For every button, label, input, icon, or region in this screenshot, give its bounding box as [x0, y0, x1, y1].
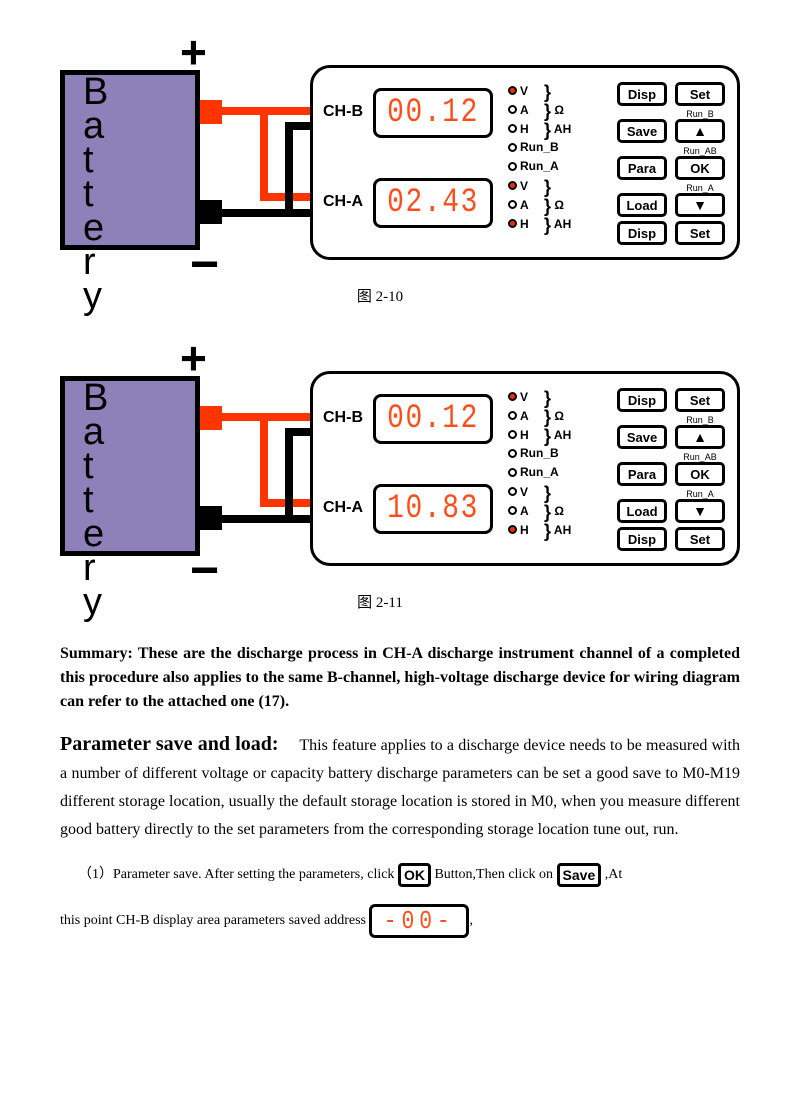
cap-run-a: Run_A [675, 490, 725, 499]
step-1-line2: this point CH-B display area parameters … [60, 904, 740, 938]
param-intro: This feature applies to a discharge devi… [299, 737, 565, 754]
disp-button-bot[interactable]: Disp [617, 527, 667, 551]
figure-2-11: Battery + − CH-B 00.12 CH-A 10.83 V} A} … [60, 336, 740, 586]
cap-run-b: Run_B [675, 110, 725, 119]
polarity-plus: + [180, 331, 207, 385]
led-b-h [508, 430, 517, 439]
led-b-v [508, 86, 517, 95]
led-run-a [508, 162, 517, 171]
polarity-minus: − [190, 235, 219, 293]
led-a-h [508, 219, 517, 228]
ch-b-label: CH-B [323, 409, 363, 427]
load-button[interactable]: Load [617, 193, 667, 217]
wire-neg-v [285, 122, 293, 217]
led-b-a [508, 105, 517, 114]
led-b-v [508, 392, 517, 401]
led-a-a [508, 200, 517, 209]
battery-block: Battery [60, 70, 200, 250]
led-a-h [508, 525, 517, 534]
led-run-a [508, 468, 517, 477]
wire-neg-v [285, 428, 293, 523]
terminal-neg [200, 506, 222, 530]
cap-run-ab: Run_AB [675, 453, 725, 462]
button-grid: Disp Set Run_B Save Run_AB Para OK Run_A… [607, 388, 725, 555]
led-run-b [508, 143, 517, 152]
ch-b-label: CH-B [323, 103, 363, 121]
cap-run-ab: Run_AB [675, 147, 725, 156]
polarity-plus: + [180, 25, 207, 79]
wire-neg [222, 515, 312, 523]
para-button[interactable]: Para [617, 156, 667, 180]
lcd-ch-a-value: 10.83 [387, 490, 479, 528]
ch-a-label: CH-A [323, 499, 363, 517]
figure-2-10: Battery + − CH-B 00.12 CH-A 02.43 V} A} … [60, 30, 740, 280]
battery-label: Battery [83, 381, 108, 619]
battery-block: Battery [60, 376, 200, 556]
inline-lcd-address: -00- [369, 904, 469, 938]
lcd-ch-a: 10.83 [373, 484, 493, 534]
down-button[interactable] [675, 499, 725, 523]
device-panel: CH-B 00.12 CH-A 10.83 V} A} Ω H} AH Run_… [310, 371, 740, 566]
device-panel: CH-B 00.12 CH-A 02.43 V} A} Ω H} AH Run_… [310, 65, 740, 260]
led-b-h [508, 124, 517, 133]
up-button[interactable] [675, 119, 725, 143]
led-b-a [508, 411, 517, 420]
set-button-top[interactable]: Set [675, 82, 725, 106]
inline-lcd-address-value: -00- [384, 906, 455, 936]
step1-mid1: Button,Then click on [434, 867, 553, 882]
set-button-top[interactable]: Set [675, 388, 725, 412]
inline-save-button[interactable]: Save [557, 863, 602, 887]
para-button[interactable]: Para [617, 462, 667, 486]
wire-neg-h [285, 122, 312, 130]
up-button[interactable] [675, 425, 725, 449]
disp-button-top[interactable]: Disp [617, 82, 667, 106]
led-a-v [508, 181, 517, 190]
wire-pos-branch-v [260, 419, 268, 507]
terminal-pos [200, 100, 222, 124]
save-button[interactable]: Save [617, 119, 667, 143]
led-column: V} A} Ω H} AH Run_B Run_A V} A} Ω H} AH [508, 83, 590, 235]
terminal-pos [200, 406, 222, 430]
led-column: V} A} Ω H} AH Run_B Run_A V} A} Ω H} AH [508, 389, 590, 541]
led-a-a [508, 506, 517, 515]
figure-2-10-caption: 图 2-10 [280, 285, 480, 306]
set-button-bot[interactable]: Set [675, 221, 725, 245]
load-button[interactable]: Load [617, 499, 667, 523]
led-a-v [508, 487, 517, 496]
lcd-ch-a: 02.43 [373, 178, 493, 228]
cap-run-a: Run_A [675, 184, 725, 193]
lcd-ch-b: 00.12 [373, 394, 493, 444]
step1-mid2: ,At [605, 867, 623, 882]
figure-2-11-caption: 图 2-11 [280, 591, 480, 612]
battery-label: Battery [83, 75, 108, 313]
step1-line2-post: , [469, 913, 473, 928]
set-button-bot[interactable]: Set [675, 527, 725, 551]
summary-paragraph: Summary: These are the discharge process… [60, 642, 740, 714]
wire-neg-h [285, 428, 312, 436]
polarity-minus: − [190, 541, 219, 599]
cap-run-b: Run_B [675, 416, 725, 425]
step1-line2-pre: this point CH-B display area parameters … [60, 913, 366, 928]
param-heading: Parameter save and load: [60, 733, 279, 755]
led-run-b [508, 449, 517, 458]
save-button[interactable]: Save [617, 425, 667, 449]
disp-button-bot[interactable]: Disp [617, 221, 667, 245]
terminal-neg [200, 200, 222, 224]
lcd-ch-a-value: 02.43 [387, 184, 479, 222]
inline-ok-button[interactable]: OK [398, 863, 431, 887]
lcd-ch-b-value: 00.12 [387, 94, 479, 132]
down-button[interactable] [675, 193, 725, 217]
wire-neg [222, 209, 312, 217]
ch-a-label: CH-A [323, 193, 363, 211]
button-grid: Disp Set Run_B Save Run_AB Para OK Run_A… [607, 82, 725, 249]
step1-pre: （1）Parameter save. After setting the par… [78, 867, 394, 882]
wire-pos-branch-v [260, 113, 268, 201]
ok-button[interactable]: OK [675, 462, 725, 486]
ok-button[interactable]: OK [675, 156, 725, 180]
lcd-ch-b: 00.12 [373, 88, 493, 138]
param-paragraph: Parameter save and load: This feature ap… [60, 730, 740, 844]
step-1: （1）Parameter save. After setting the par… [78, 860, 740, 890]
disp-button-top[interactable]: Disp [617, 388, 667, 412]
lcd-ch-b-value: 00.12 [387, 400, 479, 438]
